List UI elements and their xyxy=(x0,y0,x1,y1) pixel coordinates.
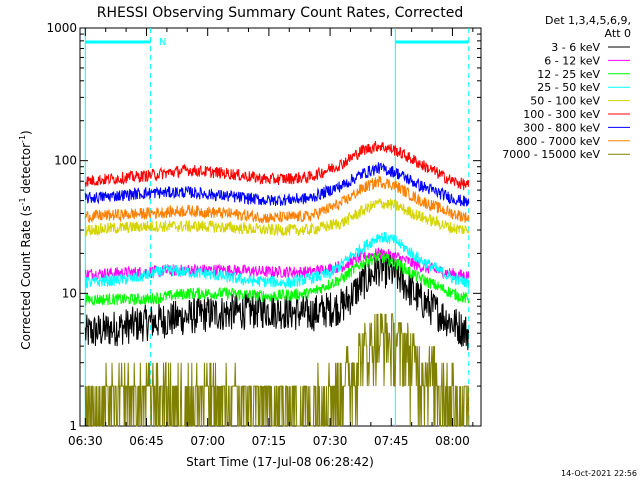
legend-label: 50 - 100 keV xyxy=(530,95,600,108)
x-axis-label: Start Time (17-Jul-08 06:28:42) xyxy=(186,455,374,469)
y-tick-label: 1000 xyxy=(46,21,77,35)
y-tick-label: 100 xyxy=(54,154,77,168)
x-tick-label: 07:15 xyxy=(252,434,287,448)
series-line-3-6keV xyxy=(84,250,470,351)
legend-header-line2: Att 0 xyxy=(605,27,631,40)
plot-frame xyxy=(79,27,482,427)
y-axis-label-suffix: ) xyxy=(19,130,33,135)
series-line-25-50keV xyxy=(84,231,470,289)
legend-header-line1: Det 1,3,4,5,6,9, xyxy=(545,14,631,27)
x-tick-label: 07:45 xyxy=(374,434,409,448)
flag-label: N xyxy=(159,37,166,48)
legend-label: 800 - 7000 keV xyxy=(516,135,600,148)
series-line-50-100keV xyxy=(84,198,470,238)
y-axis-label-exp2: -1 xyxy=(18,135,27,143)
legend-label: 7000 - 15000 keV xyxy=(502,148,600,161)
series-line-100-300keV xyxy=(84,140,470,191)
chart-title: RHESSI Observing Summary Count Rates, Co… xyxy=(97,5,463,21)
series-line-300-800keV xyxy=(84,162,470,207)
y-axis-label-exp1: -1 xyxy=(18,197,27,205)
legend-label: 3 - 6 keV xyxy=(551,41,600,54)
series-line-7000-15000keV xyxy=(84,313,470,427)
x-tick-label: 07:00 xyxy=(190,434,225,448)
legend-label: 100 - 300 keV xyxy=(523,108,600,121)
timestamp: 14-Oct-2021 22:56 xyxy=(561,469,637,478)
y-axis-label: Corrected Count Rate (s-1 detector-1) xyxy=(18,130,33,349)
x-tick-label: 08:00 xyxy=(435,434,470,448)
legend-label: 25 - 50 keV xyxy=(537,81,600,94)
series-line-6-12keV xyxy=(84,247,470,282)
y-tick-label: 1 xyxy=(69,419,77,433)
legend-label: 6 - 12 keV xyxy=(544,54,600,67)
x-tick-label: 06:45 xyxy=(129,434,164,448)
series-line-800-7000keV xyxy=(84,174,470,225)
legend-label: 12 - 25 keV xyxy=(537,68,600,81)
y-tick-label: 10 xyxy=(62,286,77,300)
series-line-12-25keV xyxy=(84,250,470,307)
x-tick-label: 07:30 xyxy=(313,434,348,448)
y-axis-label-prefix: Corrected Count Rate (s xyxy=(19,205,33,349)
y-axis-label-mid: detector xyxy=(19,143,33,198)
x-tick-label: 06:30 xyxy=(68,434,103,448)
legend-label: 300 - 800 keV xyxy=(523,121,600,134)
